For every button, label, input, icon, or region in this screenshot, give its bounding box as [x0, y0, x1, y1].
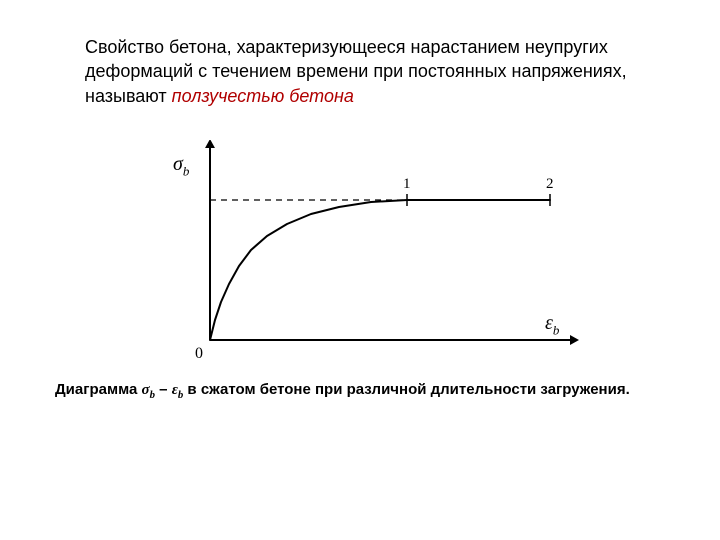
- caption-dash: –: [155, 381, 172, 398]
- svg-text:1: 1: [403, 176, 411, 192]
- paragraph-text: Свойство бетона, характеризующееся нарас…: [85, 37, 627, 106]
- chart-caption: Диаграмма σb – εb в сжатом бетоне при ра…: [55, 380, 675, 402]
- caption-suffix: в сжатом бетоне при различной длительнос…: [183, 381, 629, 398]
- definition-paragraph: Свойство бетона, характеризующееся нарас…: [85, 35, 665, 108]
- page: Свойство бетона, характеризующееся нарас…: [0, 0, 720, 540]
- caption-sigma: σ: [142, 382, 150, 398]
- paragraph-highlight: ползучестью бетона: [172, 86, 354, 106]
- stress-strain-chart: 12σbεb0: [155, 140, 585, 370]
- svg-text:2: 2: [546, 176, 554, 192]
- chart-svg: 12σbεb0: [155, 140, 585, 370]
- caption-prefix: Диаграмма: [55, 381, 142, 398]
- svg-text:0: 0: [195, 345, 203, 362]
